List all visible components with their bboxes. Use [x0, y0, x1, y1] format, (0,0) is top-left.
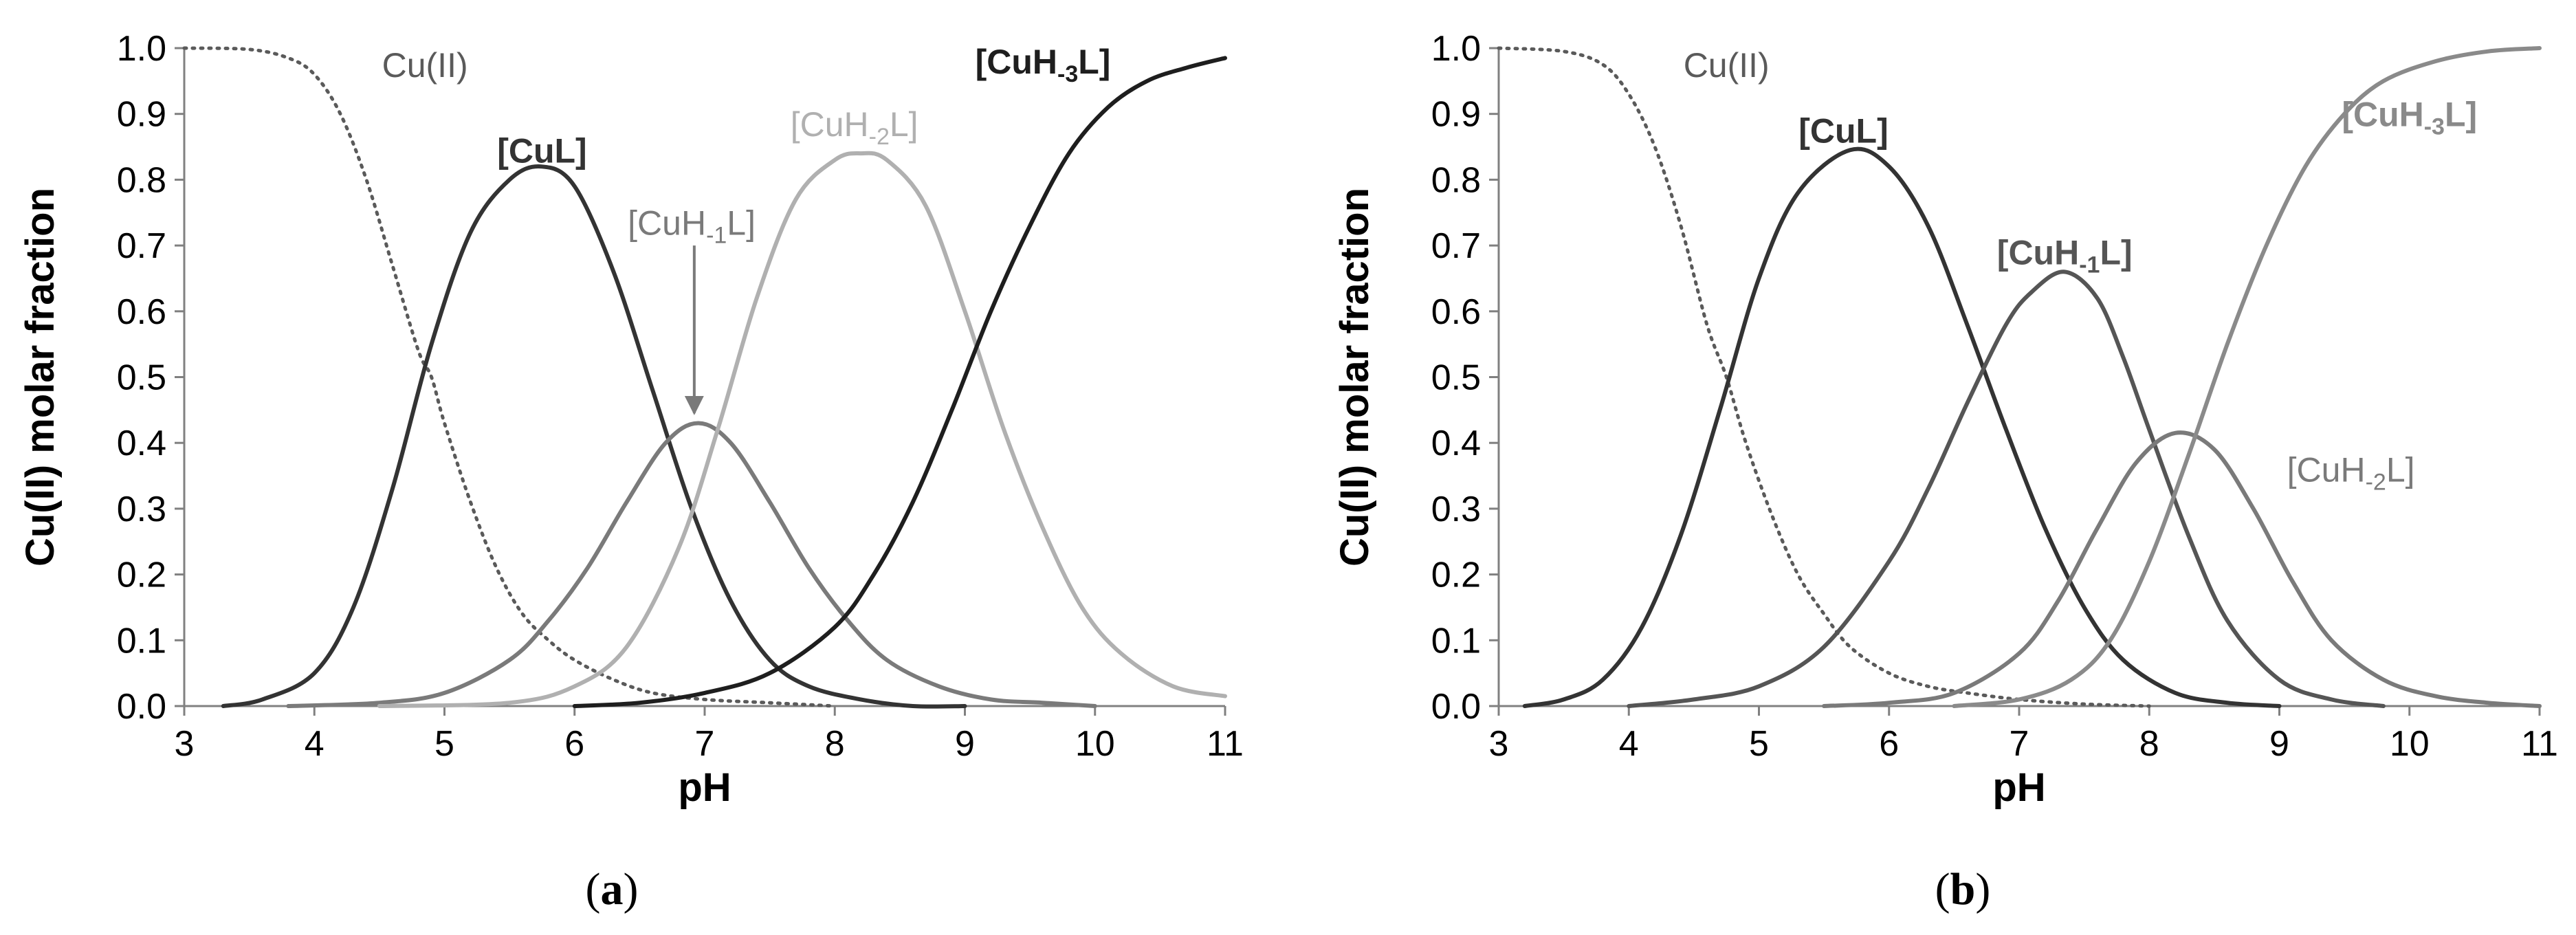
- x-tick-label: 3: [1489, 724, 1509, 764]
- y-tick-label: 0.4: [117, 424, 166, 463]
- series-line: [1627, 270, 2386, 708]
- series-line: [572, 56, 1227, 708]
- y-tick-label: 1.0: [117, 29, 166, 69]
- series-label: Cu(II): [1684, 46, 1770, 85]
- series-line: [182, 46, 837, 708]
- caption-open: (: [586, 864, 601, 914]
- x-tick-label: 5: [434, 724, 454, 764]
- y-tick-label: 0.3: [1431, 490, 1481, 529]
- x-tick-label: 10: [1075, 724, 1115, 764]
- y-tick-label: 1.0: [1431, 29, 1481, 69]
- series-line: [221, 164, 967, 709]
- series-label-tail: L]: [2386, 450, 2415, 489]
- series-label-main: [CuL]: [497, 131, 587, 170]
- x-tick-label: 9: [955, 724, 975, 764]
- y-tick-label: 0.9: [117, 95, 166, 135]
- panel-caption: (b): [1935, 864, 1991, 914]
- x-tick-label: 9: [2269, 724, 2289, 764]
- caption-letter: a: [601, 864, 624, 914]
- series-label: [CuL]: [1798, 112, 1889, 151]
- chart-panel-a: 0.0 0.1 0.2 0.3 0.4 0.5 0.6 0.7 0.8 0.9 1.0 3 4 5 6 7 8 9…: [18, 29, 1244, 914]
- caption-open: (: [1935, 864, 1950, 914]
- x-tick-label: 10: [2390, 724, 2430, 764]
- series-label: [CuH-1L]: [628, 204, 756, 249]
- series-label-main: Cu(II): [1684, 46, 1770, 85]
- x-tick-label: 3: [175, 724, 195, 764]
- series-label: [CuH-3L]: [976, 43, 1111, 87]
- y-tick-label: 0.7: [117, 226, 166, 266]
- x-tick-label: 8: [825, 724, 845, 764]
- series-label: Cu(II): [382, 46, 468, 85]
- series-label-tail: L]: [2445, 96, 2477, 134]
- series-label-tail: L]: [2100, 234, 2132, 272]
- series-label: [CuH-2L]: [2287, 450, 2415, 495]
- series-label: [CuH-2L]: [791, 105, 918, 150]
- series-label-tail: L]: [890, 105, 918, 144]
- y-tick-label: 0.8: [117, 160, 166, 200]
- y-axis-label: Cu(II) molar fraction: [1332, 188, 1377, 566]
- y-tick-label: 0.6: [117, 292, 166, 332]
- series-label-subscript: -3: [1057, 61, 1078, 87]
- series-label-subscript: -2: [2366, 469, 2386, 495]
- series-line: [1952, 46, 2542, 708]
- x-tick-label: 4: [1619, 724, 1639, 764]
- y-tick-label: 0.8: [1431, 160, 1481, 200]
- caption-close: ): [1975, 864, 1990, 914]
- y-axis-label: Cu(II) molar fraction: [18, 188, 63, 566]
- y-tick-label: 0.0: [1431, 687, 1481, 727]
- series-line: [286, 421, 1097, 708]
- y-tick-label: 0.1: [117, 621, 166, 661]
- y-tick-label: 0.3: [117, 490, 166, 529]
- y-tick-label: 0.5: [1431, 358, 1481, 398]
- series-label-main: [CuL]: [1798, 112, 1889, 151]
- series-line: [1522, 146, 2282, 708]
- series-label-main: [CuH: [2342, 96, 2423, 134]
- y-tick-label: 0.1: [1431, 621, 1481, 661]
- x-axis-label: pH: [678, 765, 731, 810]
- x-tick-label: 6: [1879, 724, 1899, 764]
- series-label-subscript: -1: [706, 223, 727, 249]
- y-tick-label: 0.2: [1431, 556, 1481, 595]
- series-label-subscript: -3: [2424, 114, 2445, 140]
- series-line: [1822, 430, 2542, 708]
- y-tick-label: 0.4: [1431, 424, 1481, 463]
- y-tick-label: 0.6: [1431, 292, 1481, 332]
- x-tick-label: 6: [564, 724, 584, 764]
- x-tick-label: 11: [1207, 724, 1244, 764]
- x-axis-label: pH: [1992, 765, 2045, 810]
- chart-panel-b: 0.0 0.1 0.2 0.3 0.4 0.5 0.6 0.7 0.8 0.9 1.0 3 4 5 6 7 8 9…: [1332, 29, 2558, 914]
- y-tick-label: 0.7: [1431, 226, 1481, 266]
- series-label-tail: L]: [727, 204, 756, 243]
- x-tick-label: 11: [2521, 724, 2558, 764]
- series-line: [377, 151, 1227, 708]
- series-label-main: [CuH: [791, 105, 869, 144]
- x-tick-label: 8: [2139, 724, 2159, 764]
- panel-caption: (a): [586, 864, 639, 914]
- series-label-tail: L]: [1078, 43, 1110, 81]
- y-tick-label: 0.5: [117, 358, 166, 398]
- x-tick-label: 7: [2010, 724, 2029, 764]
- caption-letter: b: [1950, 864, 1976, 914]
- x-tick-label: 7: [695, 724, 715, 764]
- series-line: [1497, 46, 2151, 708]
- series-label: [CuH-3L]: [2342, 96, 2477, 140]
- y-tick-label: 0.2: [117, 556, 166, 595]
- series-label-main: [CuH: [2287, 450, 2366, 489]
- series-label: [CuL]: [497, 131, 587, 170]
- series-label-subscript: -2: [869, 124, 890, 150]
- series-label-main: [CuH: [1997, 234, 2079, 272]
- series-label-main: Cu(II): [382, 46, 468, 85]
- x-tick-label: 5: [1749, 724, 1769, 764]
- x-tick-label: 4: [305, 724, 324, 764]
- series-label-main: [CuH: [628, 204, 706, 243]
- series-label: [CuH-1L]: [1997, 234, 2133, 278]
- y-tick-label: 0.0: [117, 687, 166, 727]
- y-tick-label: 0.9: [1431, 95, 1481, 135]
- series-label-subscript: -1: [2079, 252, 2100, 278]
- caption-close: ): [624, 864, 639, 914]
- series-label-main: [CuH: [976, 43, 1057, 81]
